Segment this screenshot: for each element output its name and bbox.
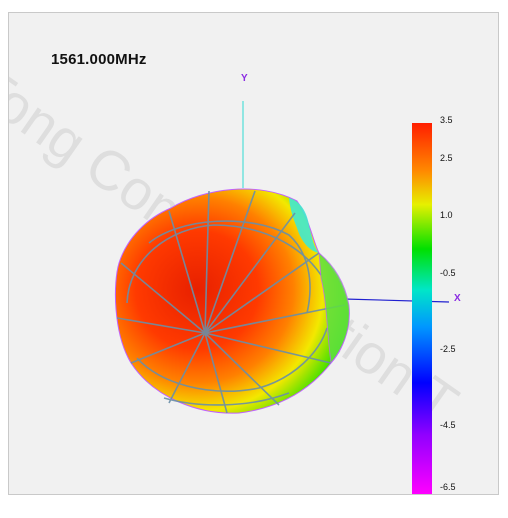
pattern-back-edge [289, 198, 319, 253]
colorbar [412, 123, 432, 494]
colorbar-tick: 2.5 [440, 153, 453, 163]
colorbar-tick: 3.5 [440, 115, 453, 125]
pattern-right-lobe [318, 252, 350, 364]
x-axis-label: X [454, 293, 461, 304]
colorbar-tick: 1.0 [440, 210, 453, 220]
colorbar-tick: -4.5 [440, 420, 456, 430]
plot-frame: Tong Communication T 1561.000MHz [8, 12, 499, 495]
colorbar-tick: -2.5 [440, 344, 456, 354]
x-axis-line [343, 298, 450, 303]
pattern-mesh [116, 190, 346, 414]
colorbar-tick: -6.5 [440, 482, 456, 492]
pattern-surface [114, 188, 350, 414]
frequency-title: 1561.000MHz [51, 51, 147, 68]
colorbar-tick: -0.5 [440, 268, 456, 278]
radiation-pattern-plot [114, 101, 450, 414]
y-axis-label: Y [241, 73, 248, 84]
